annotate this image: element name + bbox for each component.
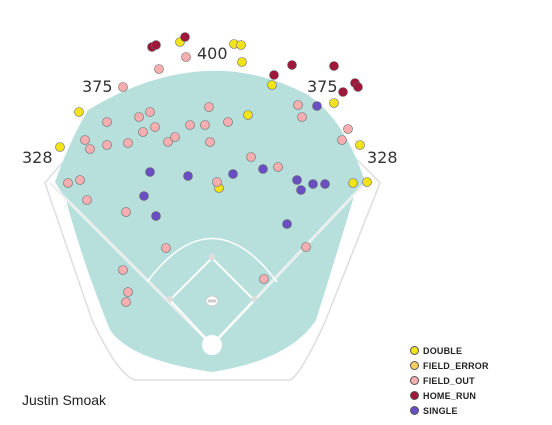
distance-right-line: 328 bbox=[367, 148, 398, 167]
legend-swatch-home-run bbox=[410, 391, 419, 400]
point-field-out bbox=[181, 52, 191, 62]
third-base bbox=[167, 296, 173, 302]
legend-item-home-run: HOME_RUN bbox=[410, 388, 489, 403]
point-field-out bbox=[246, 152, 256, 162]
point-field-out bbox=[150, 122, 160, 132]
point-field-out bbox=[204, 102, 214, 112]
distance-center: 400 bbox=[197, 44, 228, 63]
legend-swatch-field-out bbox=[410, 376, 419, 385]
distance-left-line: 328 bbox=[22, 148, 53, 167]
point-home-run bbox=[353, 82, 363, 92]
legend-label-field-out: FIELD_OUT bbox=[423, 375, 475, 386]
point-field-out bbox=[121, 207, 131, 217]
point-double bbox=[267, 80, 277, 90]
point-home-run bbox=[269, 70, 279, 80]
point-single bbox=[320, 179, 330, 189]
point-field-out bbox=[223, 117, 233, 127]
point-field-out bbox=[200, 120, 210, 130]
legend: DOUBLE FIELD_ERROR FIELD_OUT HOME_RUN SI… bbox=[410, 343, 489, 418]
legend-item-field-error: FIELD_ERROR bbox=[410, 358, 489, 373]
point-home-run bbox=[338, 87, 348, 97]
point-field-out bbox=[154, 64, 164, 74]
point-field-out bbox=[212, 177, 222, 187]
point-single bbox=[139, 191, 149, 201]
point-field-out bbox=[80, 135, 90, 145]
point-field-out bbox=[205, 137, 215, 147]
point-single bbox=[312, 101, 322, 111]
infield bbox=[146, 237, 278, 355]
point-field-out bbox=[273, 162, 283, 172]
point-home-run bbox=[329, 61, 339, 71]
point-double bbox=[348, 178, 358, 188]
point-field-out bbox=[75, 175, 85, 185]
legend-label-single: SINGLE bbox=[423, 405, 458, 416]
batted-ball-points bbox=[55, 32, 372, 307]
legend-item-field-out: FIELD_OUT bbox=[410, 373, 489, 388]
point-field-out bbox=[301, 242, 311, 252]
legend-swatch-field-error bbox=[410, 361, 419, 370]
point-field-out bbox=[170, 132, 180, 142]
point-field-out bbox=[134, 112, 144, 122]
point-double bbox=[74, 107, 84, 117]
legend-swatch-single bbox=[410, 406, 419, 415]
point-field-out bbox=[163, 137, 173, 147]
distance-right-center: 375 bbox=[307, 77, 338, 96]
point-single bbox=[308, 179, 318, 189]
legend-label-double: DOUBLE bbox=[423, 345, 463, 356]
point-field-out bbox=[185, 120, 195, 130]
point-single bbox=[145, 167, 155, 177]
point-field-out bbox=[118, 82, 128, 92]
point-field-out bbox=[102, 140, 112, 150]
point-home-run bbox=[151, 40, 161, 50]
outfield-grass bbox=[55, 70, 365, 373]
distance-labels: 328 375 400 375 328 bbox=[22, 44, 398, 167]
player-name: Justin Smoak bbox=[22, 392, 107, 408]
point-double bbox=[355, 140, 365, 150]
second-base bbox=[208, 253, 216, 261]
point-double bbox=[237, 57, 247, 67]
point-double bbox=[55, 142, 65, 152]
point-field-out bbox=[337, 135, 347, 145]
point-field-out bbox=[63, 178, 73, 188]
point-double bbox=[243, 110, 253, 120]
point-field-out bbox=[118, 265, 128, 275]
point-field-out bbox=[259, 274, 269, 284]
point-home-run bbox=[287, 60, 297, 70]
point-field-out bbox=[297, 112, 307, 122]
point-field-out bbox=[343, 124, 353, 134]
point-field-out bbox=[138, 127, 148, 137]
legend-item-double: DOUBLE bbox=[410, 343, 489, 358]
point-field-out bbox=[145, 107, 155, 117]
legend-label-field-error: FIELD_ERROR bbox=[423, 360, 489, 371]
legend-swatch-double bbox=[410, 346, 419, 355]
point-field-out bbox=[123, 138, 133, 148]
point-single bbox=[151, 211, 161, 221]
home-plate bbox=[202, 335, 222, 355]
point-single bbox=[296, 185, 306, 195]
point-field-out bbox=[293, 100, 303, 110]
point-single bbox=[292, 175, 302, 185]
point-field-out bbox=[123, 287, 133, 297]
legend-item-single: SINGLE bbox=[410, 403, 489, 418]
point-single bbox=[228, 169, 238, 179]
point-field-out bbox=[85, 144, 95, 154]
point-single bbox=[258, 164, 268, 174]
legend-label-home-run: HOME_RUN bbox=[423, 390, 477, 401]
point-field-out bbox=[82, 195, 92, 205]
point-field-out bbox=[121, 297, 131, 307]
point-field-out bbox=[161, 243, 171, 253]
point-double bbox=[362, 177, 372, 187]
point-home-run bbox=[180, 32, 190, 42]
point-single bbox=[183, 171, 193, 181]
point-field-out bbox=[102, 117, 112, 127]
point-single bbox=[282, 219, 292, 229]
point-double bbox=[329, 98, 339, 108]
distance-left-center: 375 bbox=[82, 77, 113, 96]
first-base bbox=[251, 296, 257, 302]
point-double bbox=[236, 40, 246, 50]
